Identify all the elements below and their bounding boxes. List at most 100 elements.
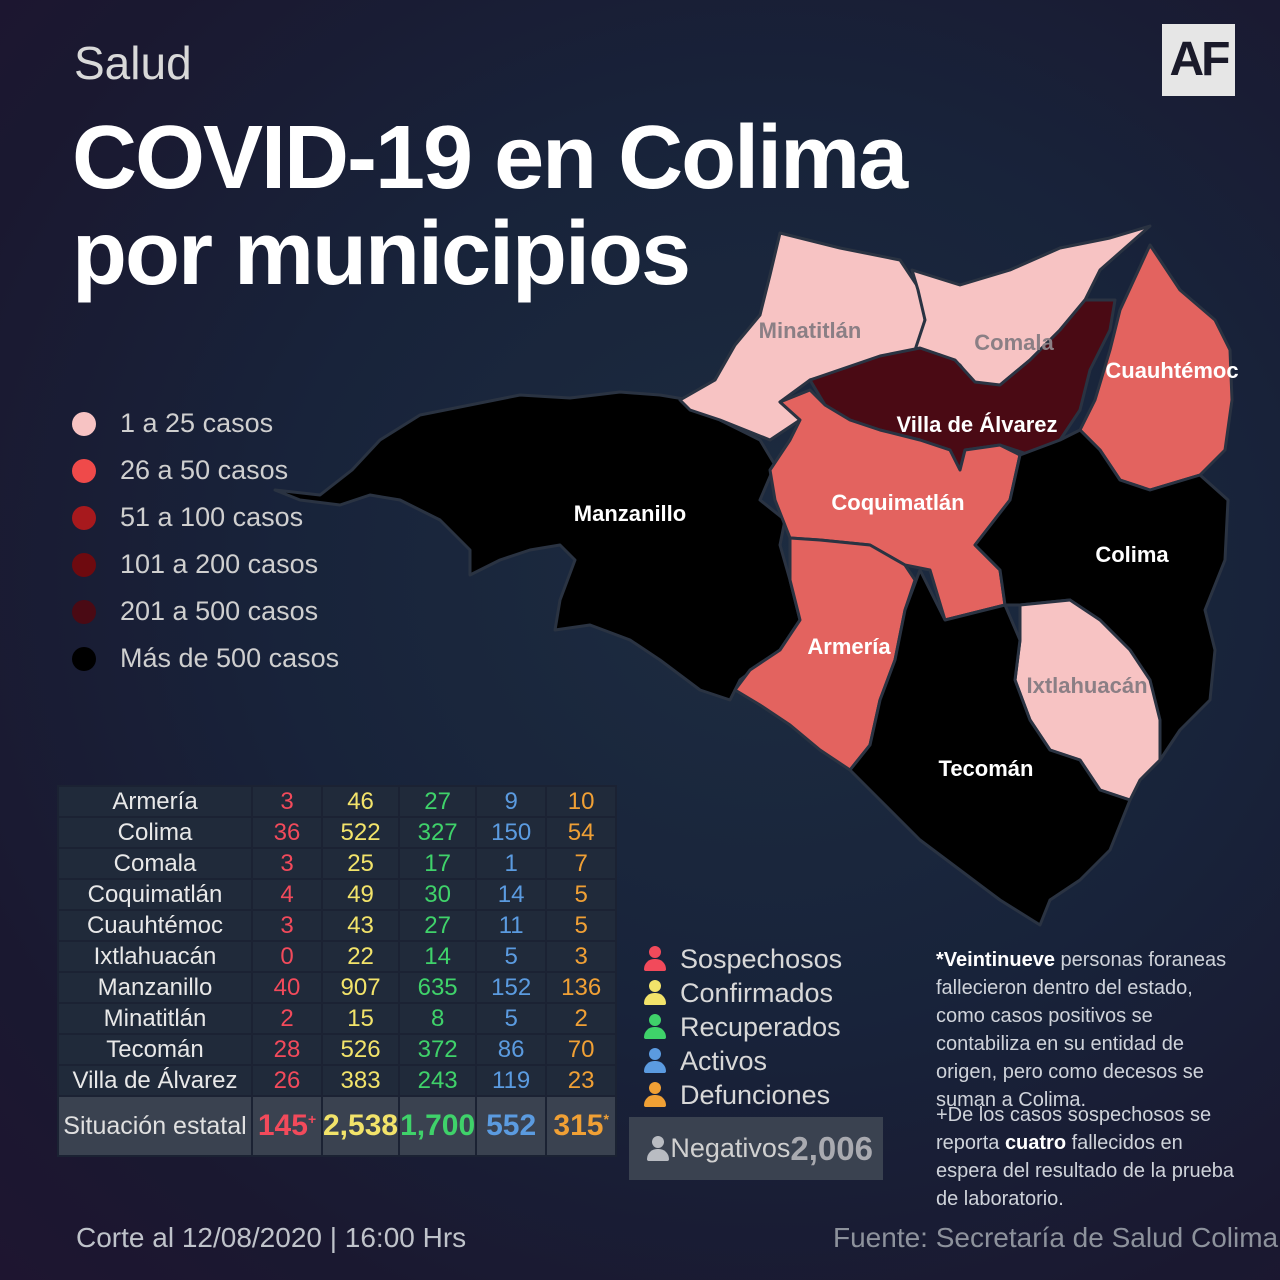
total-row: Situación estatal 145+ 2,538 1,700 552 315* bbox=[57, 1095, 618, 1157]
negatives-value: 2,006 bbox=[790, 1129, 873, 1167]
label-colima: Colima bbox=[1095, 542, 1169, 567]
label-armeria: Armería bbox=[807, 634, 891, 659]
page-title: COVID-19 en Colima por municipios bbox=[72, 108, 908, 302]
legend-item: 51 a 100 casos bbox=[72, 494, 339, 541]
cell-s: 36 bbox=[251, 816, 323, 849]
legend-swatch bbox=[72, 411, 96, 436]
total-mark: + bbox=[307, 1111, 317, 1127]
cell-d: 136 bbox=[545, 971, 618, 1004]
cell-a: 152 bbox=[475, 971, 548, 1004]
label-manzanillo: Manzanillo bbox=[574, 501, 686, 526]
label-cuauhtemoc: Cuauhtémoc bbox=[1105, 358, 1238, 383]
person-icon bbox=[647, 1135, 669, 1162]
cell-d: 70 bbox=[545, 1033, 618, 1066]
cell-s: 26 bbox=[251, 1064, 323, 1097]
title-line-1: COVID-19 en Colima bbox=[72, 108, 908, 208]
total-value: 552 bbox=[486, 1109, 537, 1142]
legend-label: 201 a 500 casos bbox=[120, 596, 319, 626]
table-row: Armería 3 46 27 9 10 bbox=[57, 785, 618, 818]
cell-d: 5 bbox=[545, 878, 618, 911]
cell-d: 7 bbox=[545, 847, 618, 880]
row-municipality: Coquimatlán bbox=[57, 878, 253, 911]
cell-d: 2 bbox=[545, 1002, 618, 1035]
municipality-colima[interactable] bbox=[973, 428, 1230, 762]
table-row: Cuauhtémoc 3 43 27 11 5 bbox=[57, 909, 618, 942]
total-s: 145+ bbox=[251, 1095, 323, 1157]
municipality-manzanillo[interactable] bbox=[273, 390, 802, 702]
cell-c: 907 bbox=[320, 971, 401, 1004]
cutoff-date: Corte al 12/08/2020 | 16:00 Hrs bbox=[76, 1222, 467, 1253]
cell-a: 150 bbox=[475, 816, 548, 849]
row-municipality: Ixtlahuacán bbox=[57, 940, 253, 973]
cell-d: 23 bbox=[545, 1064, 618, 1097]
source-credit: Fuente: Secretaría de Salud Colima bbox=[833, 1222, 1279, 1253]
cell-s: 40 bbox=[251, 971, 323, 1004]
category-legend: Sospechosos Confirmados Recuperados Activos… bbox=[644, 942, 842, 1112]
cell-c: 25 bbox=[320, 847, 401, 880]
total-c: 2,538 bbox=[320, 1095, 401, 1157]
cell-a: 9 bbox=[475, 785, 548, 818]
cell-s: 3 bbox=[251, 847, 323, 880]
cell-a: 119 bbox=[475, 1064, 548, 1097]
label-tecoman: Tecomán bbox=[939, 756, 1034, 781]
legend-label: Más de 500 casos bbox=[120, 643, 340, 673]
cell-c: 46 bbox=[320, 785, 401, 818]
table-row: Ixtlahuacán 0 22 14 5 3 bbox=[57, 940, 618, 973]
legend-swatch bbox=[72, 505, 96, 530]
total-value: 315 bbox=[553, 1109, 604, 1142]
note-sospechosos: +De los casos sospechosos se reporta cua… bbox=[936, 1101, 1246, 1213]
legend-label: 51 a 100 casos bbox=[120, 502, 304, 532]
cell-s: 2 bbox=[251, 1002, 323, 1035]
category-label: Recuperados bbox=[680, 1011, 841, 1042]
table-row: Minatitlán 2 15 8 5 2 bbox=[57, 1002, 618, 1035]
category-item: Recuperados bbox=[644, 1010, 842, 1044]
table-row: Tecomán 28 526 372 86 70 bbox=[57, 1033, 618, 1066]
table-row: Colima 36 522 327 150 54 bbox=[57, 816, 618, 849]
total-a: 552 bbox=[475, 1095, 548, 1157]
note2-start: +De los casos sospechosos se reporta bbox=[936, 1104, 1212, 1154]
cell-a: 14 bbox=[475, 878, 548, 911]
cell-s: 28 bbox=[251, 1033, 323, 1066]
section-label: Salud bbox=[74, 37, 192, 89]
table-row: Manzanillo 40 907 635 152 136 bbox=[57, 971, 618, 1004]
label-ixtlahuacan: Ixtlahuacán bbox=[1026, 673, 1147, 698]
cell-a: 5 bbox=[475, 1002, 548, 1035]
person-icon bbox=[644, 1014, 666, 1040]
row-municipality: Comala bbox=[57, 847, 253, 880]
legend-label: 101 a 200 casos bbox=[120, 549, 319, 579]
cell-c: 383 bbox=[320, 1064, 401, 1097]
note2-text: fallecidos en espera del resultado de la… bbox=[936, 1132, 1234, 1210]
legend-item: 26 a 50 casos bbox=[72, 447, 339, 494]
legend-swatch bbox=[72, 458, 96, 483]
cell-s: 3 bbox=[251, 909, 323, 942]
legend-swatch bbox=[72, 599, 96, 624]
person-icon bbox=[644, 1048, 666, 1074]
cell-c: 22 bbox=[320, 940, 401, 973]
legend-item: 201 a 500 casos bbox=[72, 588, 339, 635]
cases-legend: 1 a 25 casos 26 a 50 casos 51 a 100 casos 1… bbox=[72, 400, 339, 682]
legend-label: 26 a 50 casos bbox=[120, 455, 289, 485]
table-row: Comala 3 25 17 1 7 bbox=[57, 847, 618, 880]
note1-bold: *Veintinueve bbox=[936, 949, 1055, 971]
cell-a: 86 bbox=[475, 1033, 548, 1066]
legend-swatch bbox=[72, 646, 96, 671]
total-d: 315* bbox=[545, 1095, 618, 1157]
municipality-tecoman[interactable] bbox=[848, 568, 1132, 927]
total-label: Situación estatal bbox=[57, 1095, 253, 1157]
cell-s: 4 bbox=[251, 878, 323, 911]
row-municipality: Cuauhtémoc bbox=[57, 909, 253, 942]
row-municipality: Armería bbox=[57, 785, 253, 818]
label-comala: Comala bbox=[974, 330, 1054, 355]
total-value: 2,538 bbox=[323, 1109, 399, 1142]
note1-text: personas foraneas fallecieron dentro del… bbox=[936, 949, 1227, 1111]
cell-r: 372 bbox=[398, 1033, 478, 1066]
cell-a: 1 bbox=[475, 847, 548, 880]
cell-c: 15 bbox=[320, 1002, 401, 1035]
person-icon bbox=[644, 980, 666, 1006]
cell-c: 43 bbox=[320, 909, 401, 942]
category-item: Defunciones bbox=[644, 1078, 842, 1112]
row-municipality: Villa de Álvarez bbox=[57, 1064, 253, 1097]
category-label: Activos bbox=[680, 1045, 768, 1076]
row-municipality: Manzanillo bbox=[57, 971, 253, 1004]
